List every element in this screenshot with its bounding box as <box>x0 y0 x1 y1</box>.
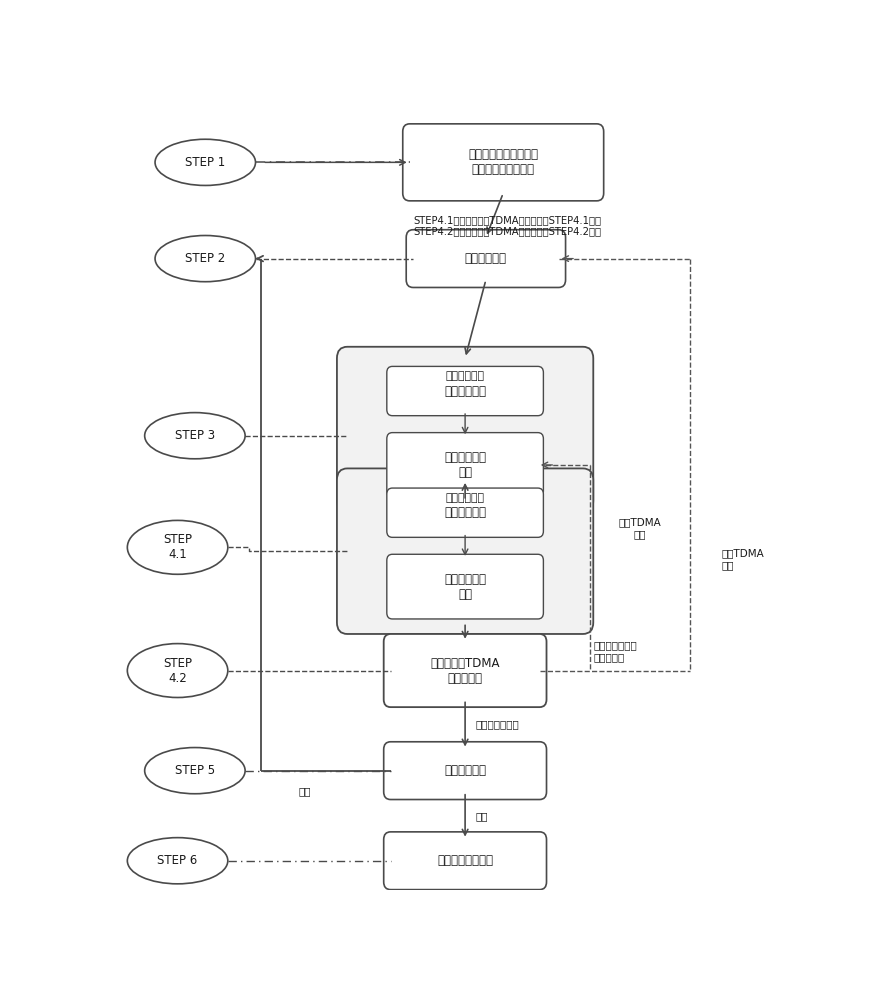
Text: 锁定TDMA
数量: 锁定TDMA 数量 <box>721 548 764 570</box>
Text: 失败: 失败 <box>299 786 311 796</box>
FancyBboxPatch shape <box>387 488 544 537</box>
Text: STEP
4.1: STEP 4.1 <box>163 533 192 561</box>
FancyBboxPatch shape <box>384 634 546 707</box>
Text: 配置总线参数: 配置总线参数 <box>465 252 507 265</box>
Text: STEP
4.2: STEP 4.2 <box>163 657 192 685</box>
Text: 锁定TDMA
周期: 锁定TDMA 周期 <box>619 517 662 539</box>
Text: STEP 3: STEP 3 <box>175 429 215 442</box>
Text: 配置节点参数: 配置节点参数 <box>445 371 485 381</box>
Ellipse shape <box>145 748 245 794</box>
FancyBboxPatch shape <box>387 433 544 497</box>
Text: STEP 5: STEP 5 <box>175 764 215 777</box>
Text: 通过: 通过 <box>476 811 488 821</box>
Ellipse shape <box>127 520 228 574</box>
FancyBboxPatch shape <box>387 554 544 619</box>
FancyBboxPatch shape <box>406 230 566 287</box>
Text: STEP4.1完成后，更改TDMA周期，清除STEP4.1配置: STEP4.1完成后，更改TDMA周期，清除STEP4.1配置 <box>413 215 601 225</box>
Text: 配置总体消息: 配置总体消息 <box>444 385 486 398</box>
Ellipse shape <box>127 644 228 698</box>
FancyBboxPatch shape <box>337 347 594 512</box>
Text: 在构架视图中添加节点
与总线，并相互连接: 在构架视图中添加节点 与总线，并相互连接 <box>468 148 538 176</box>
Text: 配置时隙参数: 配置时隙参数 <box>445 493 485 503</box>
Text: STEP 6: STEP 6 <box>157 854 198 867</box>
Text: STEP4.2完成后，更改TDMA数量，清除STEP4.2配置: STEP4.2完成后，更改TDMA数量，清除STEP4.2配置 <box>413 227 601 237</box>
Text: STEP 1: STEP 1 <box>185 156 225 169</box>
FancyBboxPatch shape <box>384 832 546 890</box>
Ellipse shape <box>127 838 228 884</box>
Text: 可微调消息配置: 可微调消息配置 <box>476 719 519 729</box>
Text: 配置总体时隙: 配置总体时隙 <box>444 506 486 519</box>
Text: STEP 2: STEP 2 <box>185 252 225 265</box>
Ellipse shape <box>145 413 245 459</box>
FancyBboxPatch shape <box>387 366 544 416</box>
FancyBboxPatch shape <box>384 742 546 800</box>
Text: 每个节点分配
消息: 每个节点分配 消息 <box>444 451 486 479</box>
Ellipse shape <box>155 139 256 185</box>
Text: 配置消息的TDMA
周期、时隙: 配置消息的TDMA 周期、时隙 <box>430 657 500 685</box>
Text: 图形化显示并输出: 图形化显示并输出 <box>437 854 493 867</box>
FancyBboxPatch shape <box>402 124 603 201</box>
Text: 可调度性检查: 可调度性检查 <box>444 764 486 777</box>
Text: 不能向节点中继
续添加消息: 不能向节点中继 续添加消息 <box>594 641 637 662</box>
FancyBboxPatch shape <box>337 468 594 634</box>
Ellipse shape <box>155 235 256 282</box>
Text: 每个节点分配
时隙: 每个节点分配 时隙 <box>444 573 486 601</box>
